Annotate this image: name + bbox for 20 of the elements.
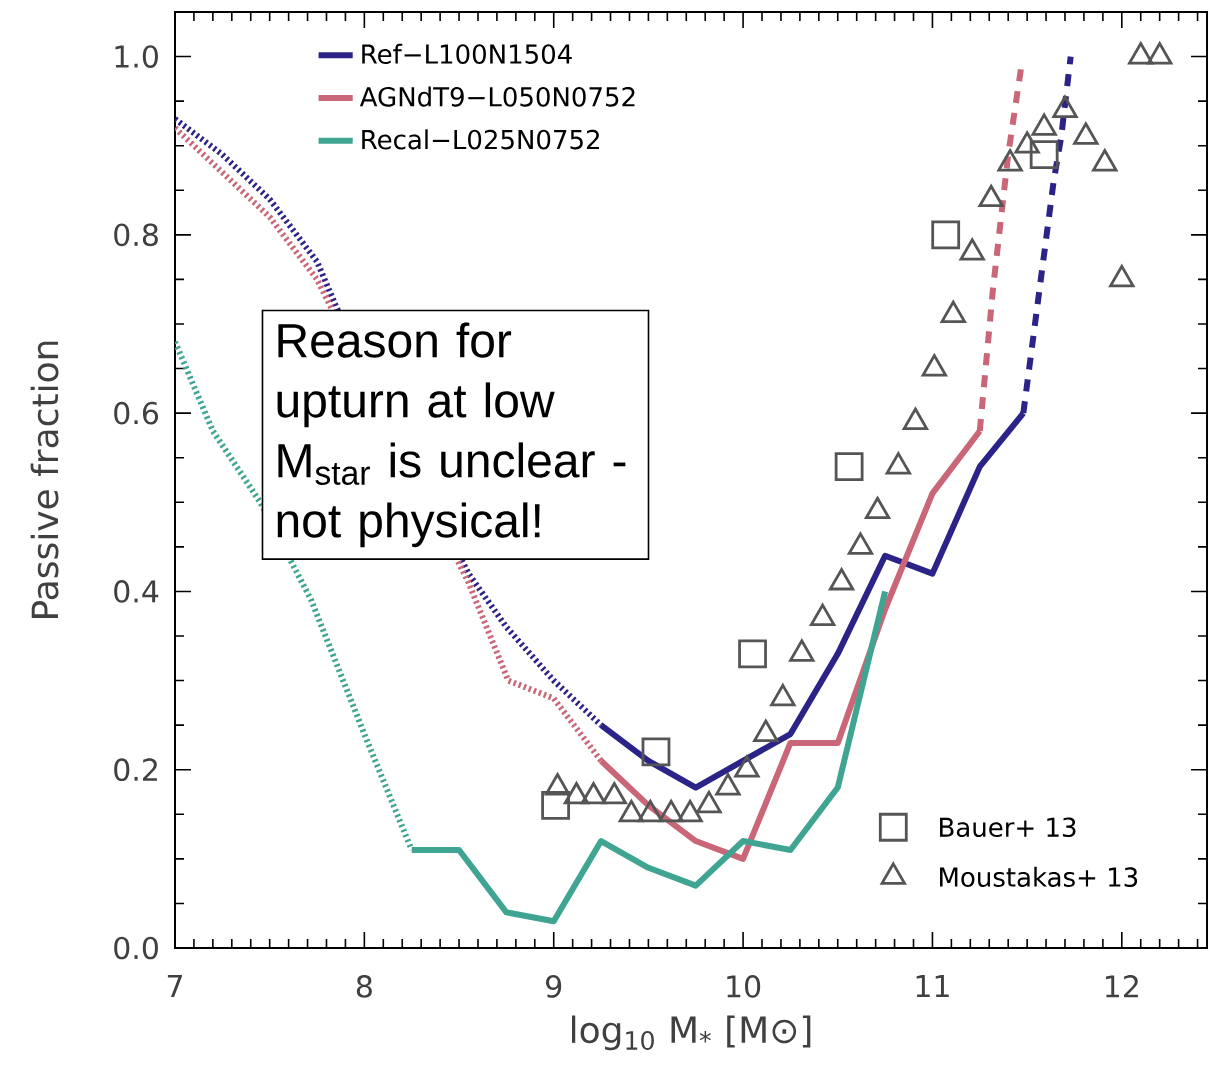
y-tick-label: 0.8 — [114, 223, 158, 247]
x-tick-label: 7 — [167, 975, 182, 997]
y-tick-label: 0.6 — [114, 401, 159, 425]
x-tick-label: 10 — [727, 975, 761, 998]
legend-label: Recal−L025N0752 — [362, 129, 599, 150]
y-tick-label: 0.0 — [114, 936, 158, 960]
legend-label: Bauer+ 13 — [940, 817, 1076, 838]
annotation: Reason for upturn at low M$_{star}$ is unclear - not physical! — [277, 322, 626, 548]
y-tick-label: 1.0 — [115, 45, 158, 68]
x-axis-title: log$_{10}$ M$_{*}$ [M⊙] — [571, 1015, 811, 1051]
y-tick-label: 0.4 — [114, 580, 159, 603]
y-tick-label: 0.2 — [114, 758, 157, 782]
legend-label: Moustakas+ 13 — [940, 866, 1138, 887]
x-tick-label: 12 — [1106, 975, 1138, 998]
x-tick-label: 11 — [916, 975, 949, 997]
x-tick-label: 9 — [546, 975, 562, 998]
x-tick-label: 8 — [356, 975, 372, 998]
legend-label: AGNdT9−L050N0752 — [359, 86, 635, 107]
y-axis-title: Passive fraction — [30, 341, 59, 618]
legend-label: Ref−L100N1504 — [362, 43, 572, 64]
